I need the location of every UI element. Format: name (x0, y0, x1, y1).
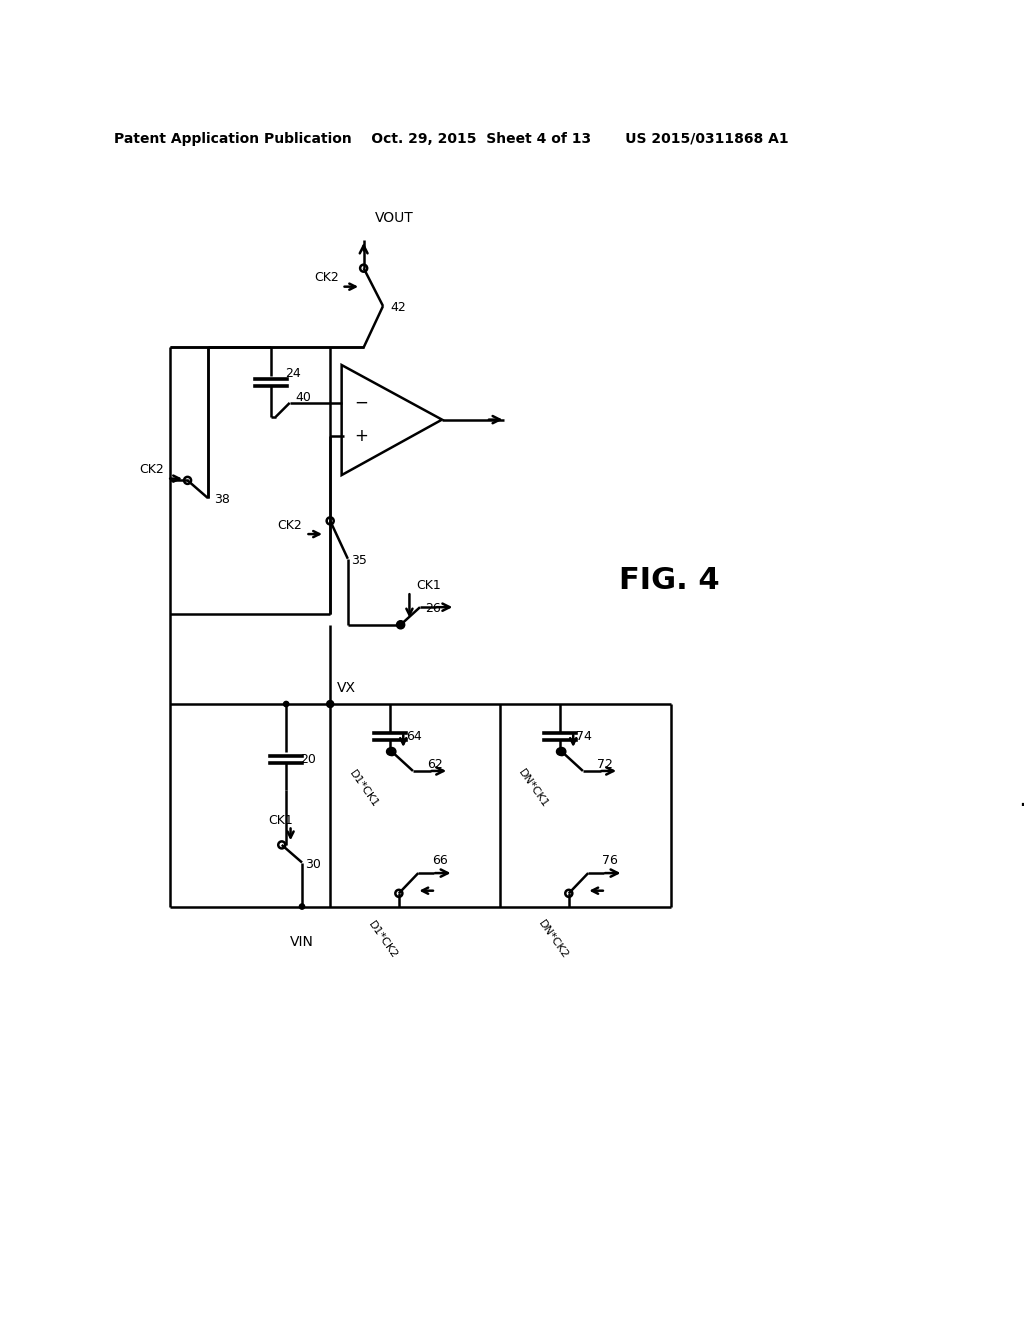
Text: CK2: CK2 (314, 272, 339, 284)
Circle shape (386, 748, 393, 755)
Text: D1*CK2: D1*CK2 (367, 920, 399, 961)
Text: 40: 40 (295, 391, 311, 404)
Text: ⋯: ⋯ (1018, 793, 1024, 817)
Text: 38: 38 (214, 494, 229, 507)
Text: 42: 42 (390, 301, 406, 314)
Text: −: − (354, 393, 368, 412)
Text: D1*CK1: D1*CK1 (347, 768, 380, 809)
Text: VX: VX (337, 681, 356, 696)
Text: FIG. 4: FIG. 4 (618, 566, 720, 595)
Text: DN*CK1: DN*CK1 (517, 767, 551, 809)
Text: 30: 30 (305, 858, 322, 871)
Text: 26: 26 (425, 602, 441, 615)
Text: VIN: VIN (290, 935, 314, 949)
Text: 74: 74 (575, 730, 592, 743)
Text: +: + (354, 428, 368, 445)
Circle shape (556, 748, 563, 755)
Circle shape (299, 904, 305, 909)
Text: 24: 24 (286, 367, 301, 380)
Text: Patent Application Publication    Oct. 29, 2015  Sheet 4 of 13       US 2015/031: Patent Application Publication Oct. 29, … (114, 132, 788, 145)
Text: 64: 64 (406, 730, 422, 743)
Text: 66: 66 (432, 854, 449, 867)
Circle shape (397, 622, 404, 628)
Circle shape (284, 701, 289, 706)
Text: CK2: CK2 (139, 463, 164, 477)
Text: 35: 35 (351, 554, 368, 568)
Text: 72: 72 (597, 758, 612, 771)
Text: 20: 20 (300, 752, 316, 766)
Text: CK1: CK1 (268, 813, 293, 826)
Text: 62: 62 (427, 758, 442, 771)
Circle shape (327, 701, 334, 708)
Text: CK2: CK2 (278, 519, 302, 532)
Text: VOUT: VOUT (375, 211, 414, 224)
Text: DN*CK2: DN*CK2 (537, 919, 569, 961)
Text: 76: 76 (602, 854, 618, 867)
Text: CK1: CK1 (417, 578, 441, 591)
